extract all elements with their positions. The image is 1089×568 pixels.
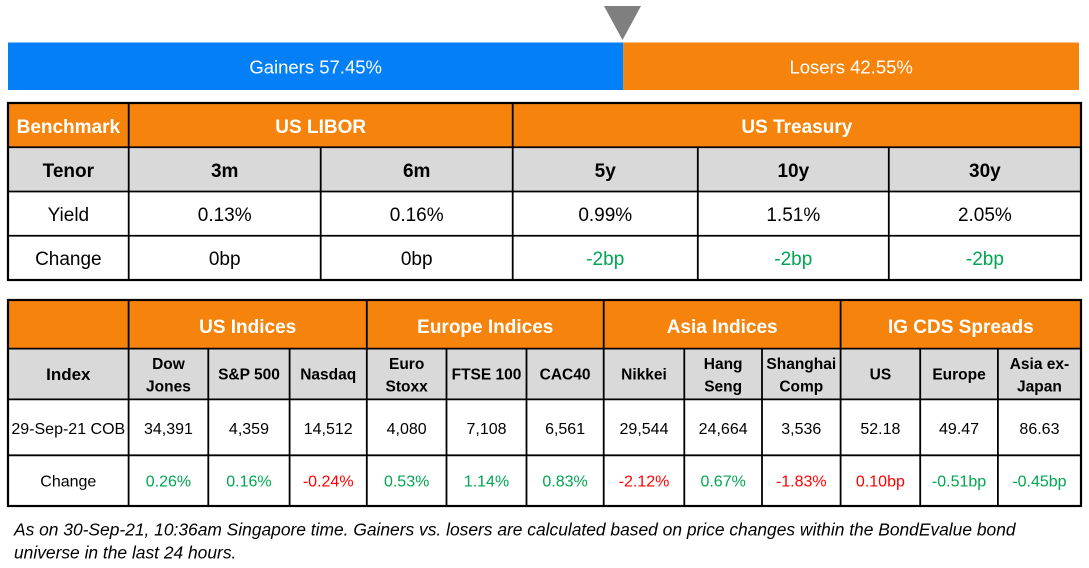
- svg-text:FTSE 100: FTSE 100: [452, 367, 522, 384]
- svg-text:29,544: 29,544: [620, 421, 669, 438]
- svg-text:-1.83%: -1.83%: [776, 474, 827, 491]
- svg-text:US Treasury: US Treasury: [741, 117, 852, 138]
- svg-text:0bp: 0bp: [401, 249, 433, 270]
- svg-text:Euro: Euro: [389, 356, 424, 373]
- svg-text:86.63: 86.63: [1019, 421, 1059, 438]
- svg-text:US: US: [870, 367, 892, 384]
- svg-text:Index: Index: [46, 365, 91, 384]
- svg-text:1.51%: 1.51%: [766, 205, 820, 226]
- svg-text:-2bp: -2bp: [774, 249, 812, 270]
- svg-text:Hang: Hang: [704, 356, 743, 373]
- svg-text:0.53%: 0.53%: [384, 474, 429, 491]
- svg-text:Change: Change: [35, 249, 102, 270]
- svg-text:52.18: 52.18: [860, 421, 900, 438]
- svg-text:S&P 500: S&P 500: [218, 367, 280, 384]
- svg-text:0.13%: 0.13%: [198, 205, 252, 226]
- svg-text:0.16%: 0.16%: [390, 205, 444, 226]
- svg-text:Losers 42.55%: Losers 42.55%: [789, 57, 912, 78]
- svg-text:1.14%: 1.14%: [464, 474, 509, 491]
- svg-text:2.05%: 2.05%: [958, 205, 1012, 226]
- svg-text:0bp: 0bp: [209, 249, 241, 270]
- svg-text:5y: 5y: [595, 161, 617, 182]
- svg-text:CAC40: CAC40: [540, 367, 591, 384]
- svg-text:-0.51bp: -0.51bp: [932, 474, 986, 491]
- svg-text:24,664: 24,664: [699, 421, 748, 438]
- svg-text:-2.12%: -2.12%: [619, 474, 670, 491]
- svg-text:-2bp: -2bp: [586, 249, 624, 270]
- svg-text:Change: Change: [40, 474, 96, 491]
- svg-text:0.16%: 0.16%: [226, 474, 271, 491]
- svg-text:Nikkei: Nikkei: [621, 367, 667, 384]
- svg-text:0.83%: 0.83%: [542, 474, 587, 491]
- svg-text:Europe Indices: Europe Indices: [417, 317, 553, 338]
- svg-text:IG CDS Spreads: IG CDS Spreads: [888, 317, 1034, 338]
- svg-text:US Indices: US Indices: [199, 317, 296, 338]
- svg-text:US LIBOR: US LIBOR: [275, 117, 366, 138]
- svg-text:4,359: 4,359: [229, 421, 269, 438]
- svg-text:0.26%: 0.26%: [146, 474, 191, 491]
- svg-text:Europe: Europe: [932, 367, 986, 384]
- svg-text:Japan: Japan: [1017, 378, 1062, 395]
- svg-text:0.67%: 0.67%: [700, 474, 745, 491]
- svg-text:Jones: Jones: [146, 378, 191, 395]
- svg-text:Yield: Yield: [48, 205, 90, 226]
- svg-text:Nasdaq: Nasdaq: [300, 367, 356, 384]
- svg-text:10y: 10y: [777, 161, 809, 182]
- svg-text:6,561: 6,561: [545, 421, 585, 438]
- svg-text:0.99%: 0.99%: [578, 205, 632, 226]
- svg-text:Seng: Seng: [704, 378, 742, 395]
- svg-text:4,080: 4,080: [387, 421, 427, 438]
- svg-text:3m: 3m: [211, 161, 238, 182]
- svg-text:Comp: Comp: [779, 378, 823, 395]
- svg-text:34,391: 34,391: [144, 421, 193, 438]
- svg-text:-2bp: -2bp: [966, 249, 1004, 270]
- svg-text:Tenor: Tenor: [43, 161, 95, 182]
- svg-text:As on 30-Sep-21, 10:36am Singa: As on 30-Sep-21, 10:36am Singapore time.…: [13, 520, 1017, 540]
- svg-text:0.10bp: 0.10bp: [856, 474, 905, 491]
- svg-text:Benchmark: Benchmark: [17, 117, 121, 138]
- svg-text:Dow: Dow: [152, 356, 186, 373]
- svg-text:6m: 6m: [403, 161, 430, 182]
- svg-text:Asia Indices: Asia Indices: [667, 317, 778, 338]
- svg-text:3,536: 3,536: [781, 421, 821, 438]
- svg-text:Gainers 57.45%: Gainers 57.45%: [249, 57, 382, 78]
- svg-text:49.47: 49.47: [939, 421, 979, 438]
- svg-text:14,512: 14,512: [304, 421, 353, 438]
- svg-text:Shanghai: Shanghai: [766, 356, 836, 373]
- svg-text:-0.24%: -0.24%: [303, 474, 354, 491]
- svg-text:29-Sep-21 COB: 29-Sep-21 COB: [11, 421, 125, 438]
- svg-text:Stoxx: Stoxx: [386, 378, 429, 395]
- svg-text:universe in the last 24 hours.: universe in the last 24 hours.: [14, 543, 236, 563]
- svg-text:-0.45bp: -0.45bp: [1012, 474, 1066, 491]
- svg-text:Asia ex-: Asia ex-: [1010, 356, 1069, 373]
- svg-text:30y: 30y: [969, 161, 1001, 182]
- svg-text:7,108: 7,108: [466, 421, 506, 438]
